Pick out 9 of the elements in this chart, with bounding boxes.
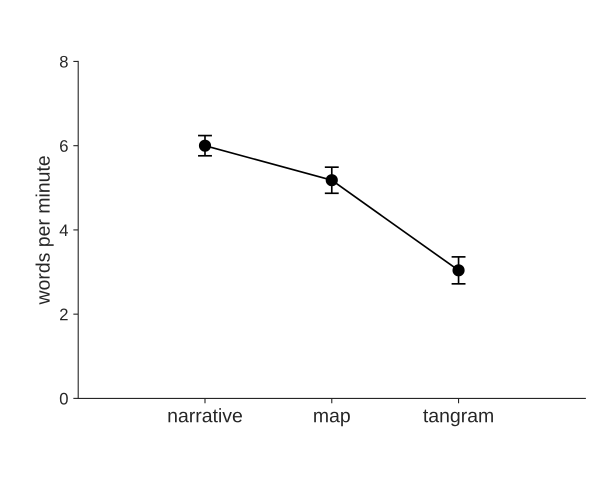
x-tick-label: tangram [423, 410, 493, 426]
y-tick-label: 0 [60, 392, 68, 405]
x-tick-label: narrative [168, 408, 242, 422]
y-axis-title: words per minute [36, 156, 54, 305]
x-tick-label: map [314, 412, 350, 426]
y-tick-label: 4 [60, 224, 68, 236]
y-tick-label: 8 [60, 56, 68, 68]
y-tick-label: 6 [60, 140, 68, 152]
y-tick-label: 2 [60, 308, 68, 320]
